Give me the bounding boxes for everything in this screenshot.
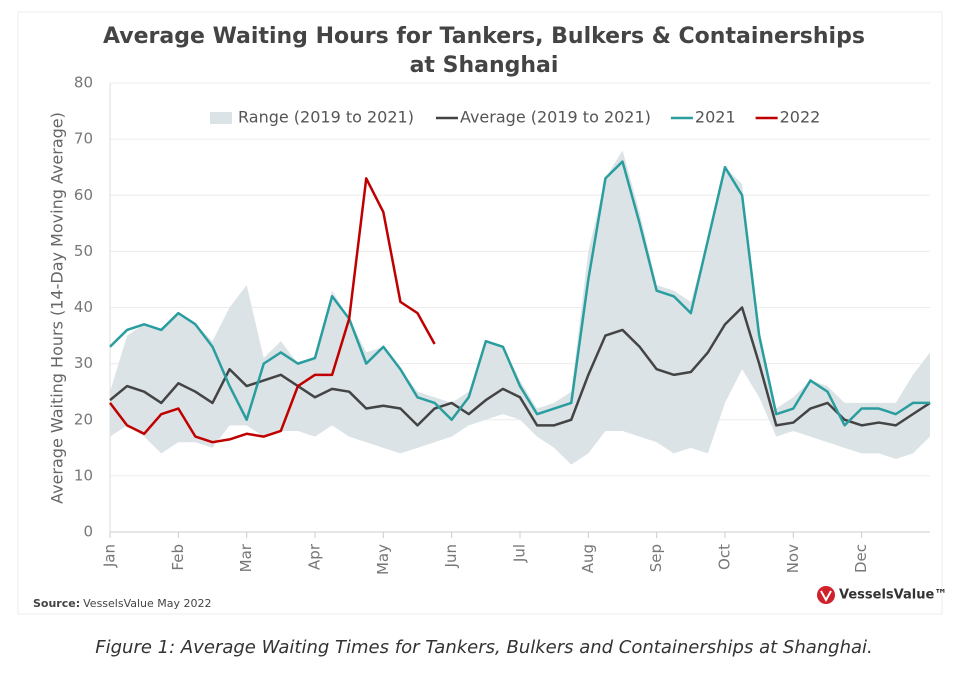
logo-text: VesselsValue™ (839, 588, 947, 603)
source: Source: VesselsValue May 2022 (33, 597, 212, 610)
x-tick-label: Feb (169, 544, 187, 571)
frame (17, 11, 943, 615)
plot: 0 10 20 30 40 50 60 70 80 Jan Feb Mar Apr May Jun Jul Au… (74, 74, 931, 575)
chart-title: Average Waiting Hours for Tankers, Bulke… (103, 24, 865, 49)
legend-label: 2022 (780, 108, 821, 127)
series-line (109, 306, 931, 427)
series-line (109, 177, 436, 444)
x-tick-label: Oct (716, 544, 734, 570)
y-tick-label: 70 (74, 130, 93, 148)
series-line (109, 160, 930, 427)
caption: Figure 1: Average Waiting Times for Tank… (95, 637, 873, 658)
x-tick-label: Jul (511, 544, 529, 563)
source-text: VesselsValue May 2022 (83, 597, 211, 610)
y-tick-label: 30 (74, 354, 93, 372)
x-tick-label: Dec (852, 544, 870, 573)
y-tick-label: 80 (74, 74, 93, 92)
x-tick-label: May (374, 544, 392, 575)
y-tick-label: 60 (74, 186, 93, 204)
chart-title: at Shanghai (410, 53, 559, 78)
x-tick-label: Mar (237, 543, 255, 572)
x-tick-label: Aug (579, 544, 597, 573)
source-label: Source: (33, 597, 80, 610)
y-tick-label: 50 (74, 242, 93, 260)
y-tick-label: 20 (74, 410, 93, 428)
y-tick-label: 40 (74, 298, 93, 316)
y-tick-label: 10 (74, 466, 93, 484)
y-axis-label: Average Waiting Hours (14-Day Moving Ave… (48, 112, 67, 504)
range-area (110, 150, 930, 465)
x-tick-label: Jun (442, 544, 460, 568)
x-tick-label: Jan (101, 544, 119, 568)
legend-swatch (210, 112, 232, 124)
logo-icon (817, 586, 835, 604)
legend-label: Range (2019 to 2021) (238, 108, 414, 127)
x-tick-label: Apr (306, 543, 324, 570)
y-tick-label: 0 (83, 523, 93, 541)
x-tick-label: Sep (647, 544, 665, 572)
x-tick-label: Nov (784, 544, 802, 573)
logo-mark (820, 590, 832, 603)
legend-label: Average (2019 to 2021) (460, 108, 651, 127)
legend-label: 2021 (695, 108, 736, 127)
